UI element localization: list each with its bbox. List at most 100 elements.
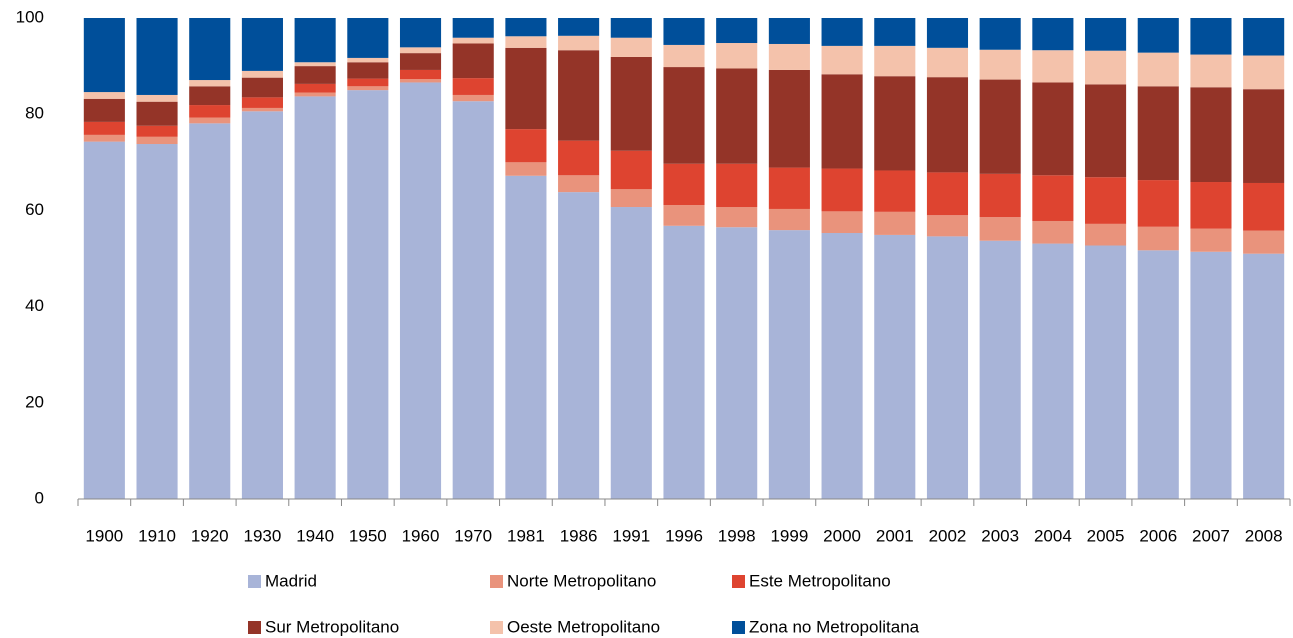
legend-swatch	[732, 575, 745, 588]
bar-segment	[83, 98, 125, 122]
bar-segment	[610, 189, 652, 208]
bar-segment	[136, 136, 178, 145]
bar-segment	[1032, 220, 1074, 244]
bar-segment	[716, 18, 758, 44]
bar-segment	[821, 45, 863, 75]
legend-label: Este Metropolitano	[749, 571, 891, 590]
x-tick-label: 1960	[402, 526, 440, 545]
bar-segment	[768, 69, 810, 168]
bar-segment	[663, 205, 705, 226]
y-tick-label: 0	[35, 488, 44, 507]
legend-swatch	[490, 621, 503, 634]
bar-segment	[926, 215, 969, 237]
bar-segment	[189, 86, 231, 106]
bar-segment	[1243, 182, 1285, 231]
bar-segment	[399, 79, 442, 83]
bar-segment	[1137, 180, 1179, 227]
bar-segment	[1190, 18, 1232, 55]
x-tick-label: 2005	[1087, 526, 1125, 545]
bar-segment	[821, 168, 863, 212]
x-tick-label: 1970	[454, 526, 492, 545]
x-tick-label: 2008	[1245, 526, 1283, 545]
bar-segment	[558, 175, 600, 193]
x-tick-label: 1986	[560, 526, 598, 545]
bar-segment	[83, 121, 125, 135]
bar-segment	[241, 77, 283, 98]
bar-segment	[399, 47, 442, 54]
bar-segment	[821, 233, 863, 499]
bar-segment	[663, 67, 705, 164]
bar-segment	[294, 83, 336, 93]
bar-segment	[452, 101, 494, 499]
bar-segment	[347, 86, 389, 91]
bar-segment	[1190, 251, 1232, 499]
bar-segment	[610, 207, 652, 499]
bar-segment	[610, 150, 652, 190]
bar-segment	[294, 62, 336, 67]
bar-segment	[189, 80, 231, 87]
x-tick-label: 2000	[823, 526, 861, 545]
bar-segment	[926, 236, 969, 499]
bar-segment	[716, 163, 758, 208]
x-tick-label: 1996	[665, 526, 703, 545]
bar-segment	[1032, 175, 1074, 221]
bar-segment	[663, 225, 705, 500]
bar-segment	[294, 66, 336, 84]
bar-segment	[347, 90, 389, 500]
bar-segment	[558, 18, 600, 36]
bar-segment	[347, 78, 389, 87]
bar-segment	[768, 230, 810, 499]
bar-segment	[505, 175, 547, 499]
bar-segment	[874, 234, 916, 499]
bar-segment	[294, 18, 336, 63]
bar-segment	[1032, 243, 1074, 499]
bar-segment	[347, 57, 389, 63]
x-tick-label: 1999	[770, 526, 808, 545]
bar-segment	[663, 163, 705, 206]
x-tick-label: 2003	[981, 526, 1019, 545]
bar-segment	[874, 45, 916, 77]
bar-segment	[294, 92, 336, 97]
bar-segment	[1190, 182, 1232, 229]
bar-segment	[452, 37, 494, 44]
bar-segment	[716, 227, 758, 500]
x-tick-label: 2002	[929, 526, 967, 545]
bar-segment	[1085, 177, 1127, 224]
bar-segment	[505, 129, 547, 163]
bar-segment	[294, 96, 336, 499]
bar-segment	[1137, 226, 1179, 251]
bar-segment	[1190, 87, 1232, 183]
bar-segment	[505, 47, 547, 130]
bar-segment	[189, 117, 231, 124]
x-tick-label: 2001	[876, 526, 914, 545]
bar-segment	[83, 134, 125, 142]
legend-label: Sur Metropolitano	[265, 617, 399, 636]
bar-segment	[821, 18, 863, 46]
bar-segment	[1032, 82, 1074, 176]
bar-segment	[979, 79, 1021, 174]
bar-segment	[610, 56, 652, 151]
bar-segment	[768, 43, 810, 70]
legend-swatch	[732, 621, 745, 634]
bar-segment	[452, 43, 494, 79]
bar-segment	[83, 141, 125, 499]
bar-segment	[505, 18, 547, 37]
bar-segment	[505, 162, 547, 176]
bar-segment	[1243, 253, 1285, 499]
bar-segment	[1243, 89, 1285, 183]
bar-segment	[663, 44, 705, 68]
bar-segment	[399, 18, 442, 48]
bar-segment	[136, 101, 178, 126]
x-tick-label: 2007	[1192, 526, 1230, 545]
legend-label: Madrid	[265, 571, 317, 590]
bar-segment	[136, 18, 178, 95]
x-tick-label: 2004	[1034, 526, 1072, 545]
bar-segment	[874, 18, 916, 46]
bar-segment	[926, 77, 969, 173]
bar-segment	[926, 47, 969, 78]
x-tick-label: 1930	[244, 526, 282, 545]
bar-segment	[1085, 84, 1127, 178]
bar-segment	[1085, 245, 1127, 499]
